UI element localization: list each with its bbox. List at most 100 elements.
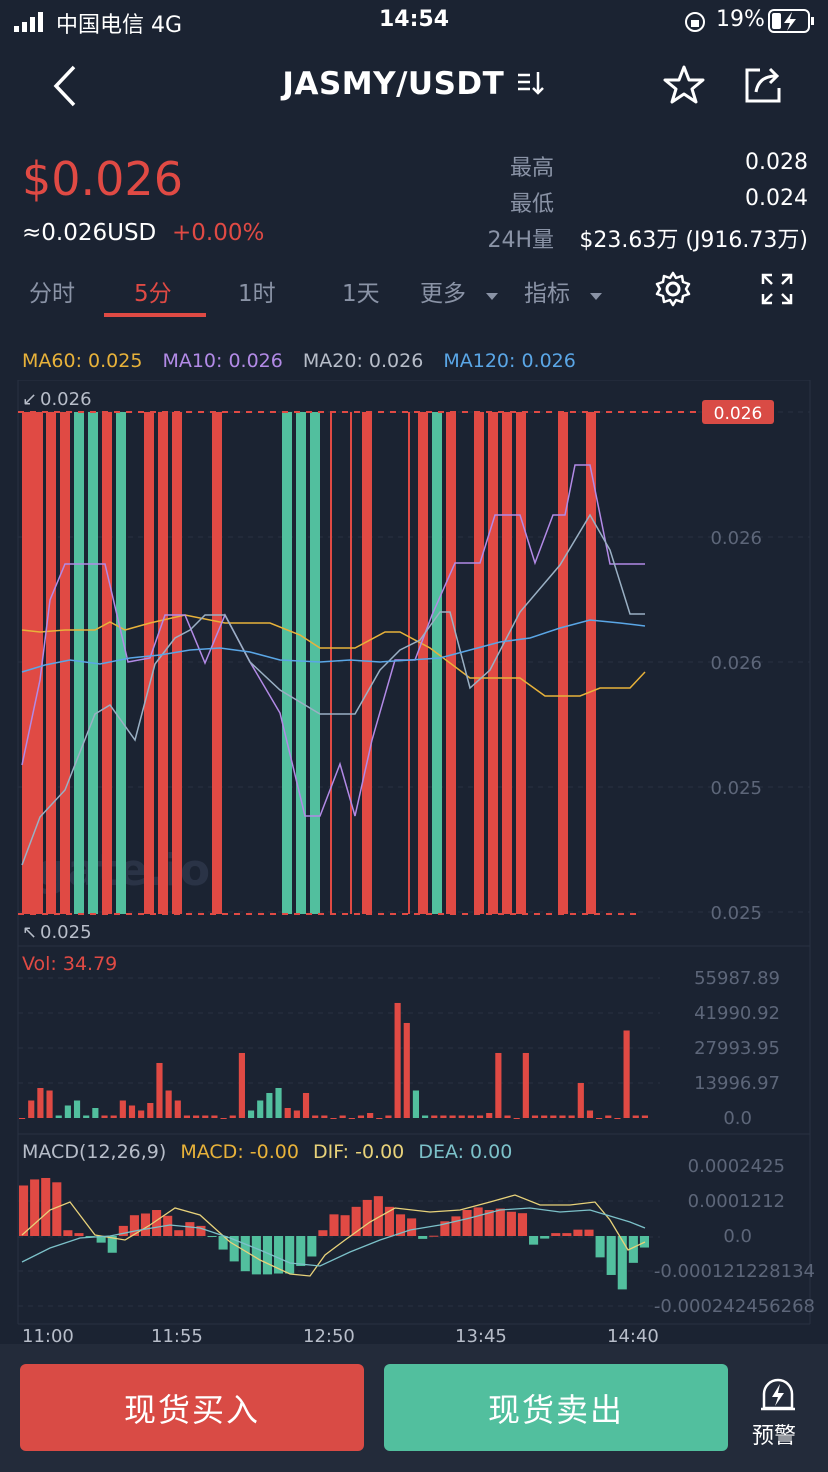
volume-bar bbox=[531, 1115, 539, 1118]
macd-bar bbox=[118, 1225, 128, 1236]
candle bbox=[474, 412, 484, 914]
volume-bar bbox=[458, 1115, 465, 1118]
dea-value: DEA: 0.00 bbox=[418, 1141, 513, 1163]
alert-bell-icon[interactable] bbox=[758, 1374, 798, 1414]
price-axis: 0.026 0.026 0.025 0.025 bbox=[710, 528, 762, 924]
ma20-line bbox=[21, 513, 645, 866]
fullscreen-icon[interactable] bbox=[760, 272, 794, 306]
usd-price: ≈0.026USD bbox=[22, 220, 157, 246]
macd-bar bbox=[329, 1214, 339, 1236]
volume-title: Vol: 34.79 bbox=[22, 953, 118, 975]
macd-bar bbox=[107, 1236, 117, 1253]
back-icon[interactable] bbox=[50, 64, 80, 108]
macd-bar bbox=[617, 1236, 627, 1290]
macd-bar bbox=[462, 1210, 472, 1236]
tab-1d[interactable]: 1天 bbox=[342, 281, 380, 307]
macd-bar bbox=[595, 1236, 605, 1258]
macd-bar bbox=[584, 1229, 594, 1236]
candle-wick bbox=[408, 412, 410, 914]
volume-bar bbox=[266, 1092, 273, 1118]
signal-icon bbox=[14, 12, 43, 32]
macd-bar bbox=[384, 1206, 394, 1236]
kline-chart[interactable]: gate.io 0.026 0.026 0.026 0.025 0.025 ↙ … bbox=[0, 380, 828, 1340]
macd-bar bbox=[63, 1230, 73, 1236]
candle-wick bbox=[40, 412, 42, 914]
volume-bar bbox=[495, 1052, 502, 1118]
volume-bar bbox=[46, 1090, 53, 1118]
volume-bar bbox=[229, 1115, 236, 1118]
ma120-label: MA120: 0.026 bbox=[443, 350, 576, 372]
min-price-label: 0.025 bbox=[40, 922, 92, 943]
ma-lines bbox=[21, 464, 646, 866]
candle-wick bbox=[330, 412, 332, 914]
candle bbox=[60, 412, 70, 914]
macd-bar bbox=[540, 1236, 550, 1239]
ma60-label: MA60: 0.025 bbox=[22, 350, 143, 372]
macd-bar bbox=[129, 1215, 139, 1236]
macd-bar bbox=[562, 1233, 572, 1236]
current-price-tag-label: 0.026 bbox=[714, 404, 763, 424]
share-icon[interactable] bbox=[742, 64, 784, 106]
macd-bar bbox=[551, 1233, 561, 1236]
volume-bar bbox=[321, 1115, 328, 1118]
macd-bar bbox=[495, 1208, 505, 1236]
active-tab-underline bbox=[104, 313, 206, 317]
macd-bar bbox=[296, 1236, 306, 1267]
caret-down-icon bbox=[486, 293, 499, 300]
pair-title[interactable]: JASMY/USDT bbox=[0, 66, 828, 102]
tab-indicators[interactable]: 指标 bbox=[524, 274, 603, 308]
spot-buy-button[interactable]: 现货买入 bbox=[20, 1364, 364, 1451]
macd-bar bbox=[207, 1236, 217, 1237]
volume-bar bbox=[202, 1115, 209, 1118]
price-tick: 0.025 bbox=[710, 903, 762, 924]
macd-params: MACD(12,26,9) bbox=[22, 1141, 167, 1163]
last-price: $0.026 bbox=[22, 152, 183, 206]
star-icon[interactable] bbox=[663, 64, 705, 106]
volume-bar bbox=[403, 1022, 410, 1118]
volume-bar bbox=[550, 1115, 557, 1118]
action-bar: 现货买入 现货卖出 bbox=[0, 1344, 828, 1472]
volume-bar bbox=[431, 1115, 438, 1118]
candle bbox=[33, 412, 43, 914]
volume-bar bbox=[348, 1118, 355, 1119]
time-tick: 11:00 bbox=[22, 1326, 74, 1347]
volume-bar bbox=[293, 1110, 300, 1118]
settings-gear-icon[interactable] bbox=[654, 270, 692, 308]
range-labels: ↙ 0.026 ↖ 0.025 bbox=[22, 389, 92, 943]
ma120-line bbox=[21, 619, 646, 673]
volume-bar bbox=[586, 1110, 594, 1118]
tab-1h[interactable]: 1时 bbox=[238, 281, 276, 307]
switch-pair-icon[interactable] bbox=[516, 70, 546, 96]
candle bbox=[586, 412, 596, 914]
min-arrow-icon: ↖ bbox=[22, 922, 37, 943]
macd-bar bbox=[229, 1236, 239, 1262]
volume-bar bbox=[467, 1115, 474, 1118]
caret-down-icon bbox=[590, 293, 603, 300]
macd-bar bbox=[473, 1207, 483, 1236]
volume-bar bbox=[367, 1112, 374, 1118]
candle-wick bbox=[350, 412, 352, 914]
volume-tick: 41990.92 bbox=[694, 1003, 780, 1024]
candle bbox=[362, 412, 372, 914]
volume-tick: 13996.97 bbox=[694, 1073, 780, 1094]
candle-wick bbox=[32, 412, 34, 914]
volume-bar bbox=[357, 1115, 365, 1118]
macd-legend: MACD(12,26,9) MACD: -0.00 DIF: -0.00 DEA… bbox=[22, 1141, 512, 1163]
volume-bar bbox=[19, 1118, 26, 1119]
volume-bar bbox=[165, 1090, 172, 1118]
macd-bar bbox=[274, 1236, 284, 1274]
price-tick: 0.025 bbox=[710, 778, 762, 799]
macd-bar bbox=[506, 1211, 516, 1236]
tab-timeshare[interactable]: 分时 bbox=[29, 281, 75, 307]
macd-bar bbox=[30, 1179, 40, 1236]
volume-bar bbox=[504, 1115, 511, 1118]
tab-more[interactable]: 更多 bbox=[420, 274, 499, 308]
volume-bar bbox=[275, 1087, 282, 1118]
alert-label[interactable]: 预警 bbox=[752, 1424, 797, 1449]
volume-bar bbox=[422, 1115, 429, 1118]
time-tick: 11:55 bbox=[151, 1326, 203, 1347]
spot-sell-button[interactable]: 现货卖出 bbox=[384, 1364, 728, 1451]
volume-bar bbox=[596, 1118, 603, 1119]
tab-5min[interactable]: 5分 bbox=[134, 281, 172, 307]
macd-bar bbox=[529, 1236, 539, 1245]
